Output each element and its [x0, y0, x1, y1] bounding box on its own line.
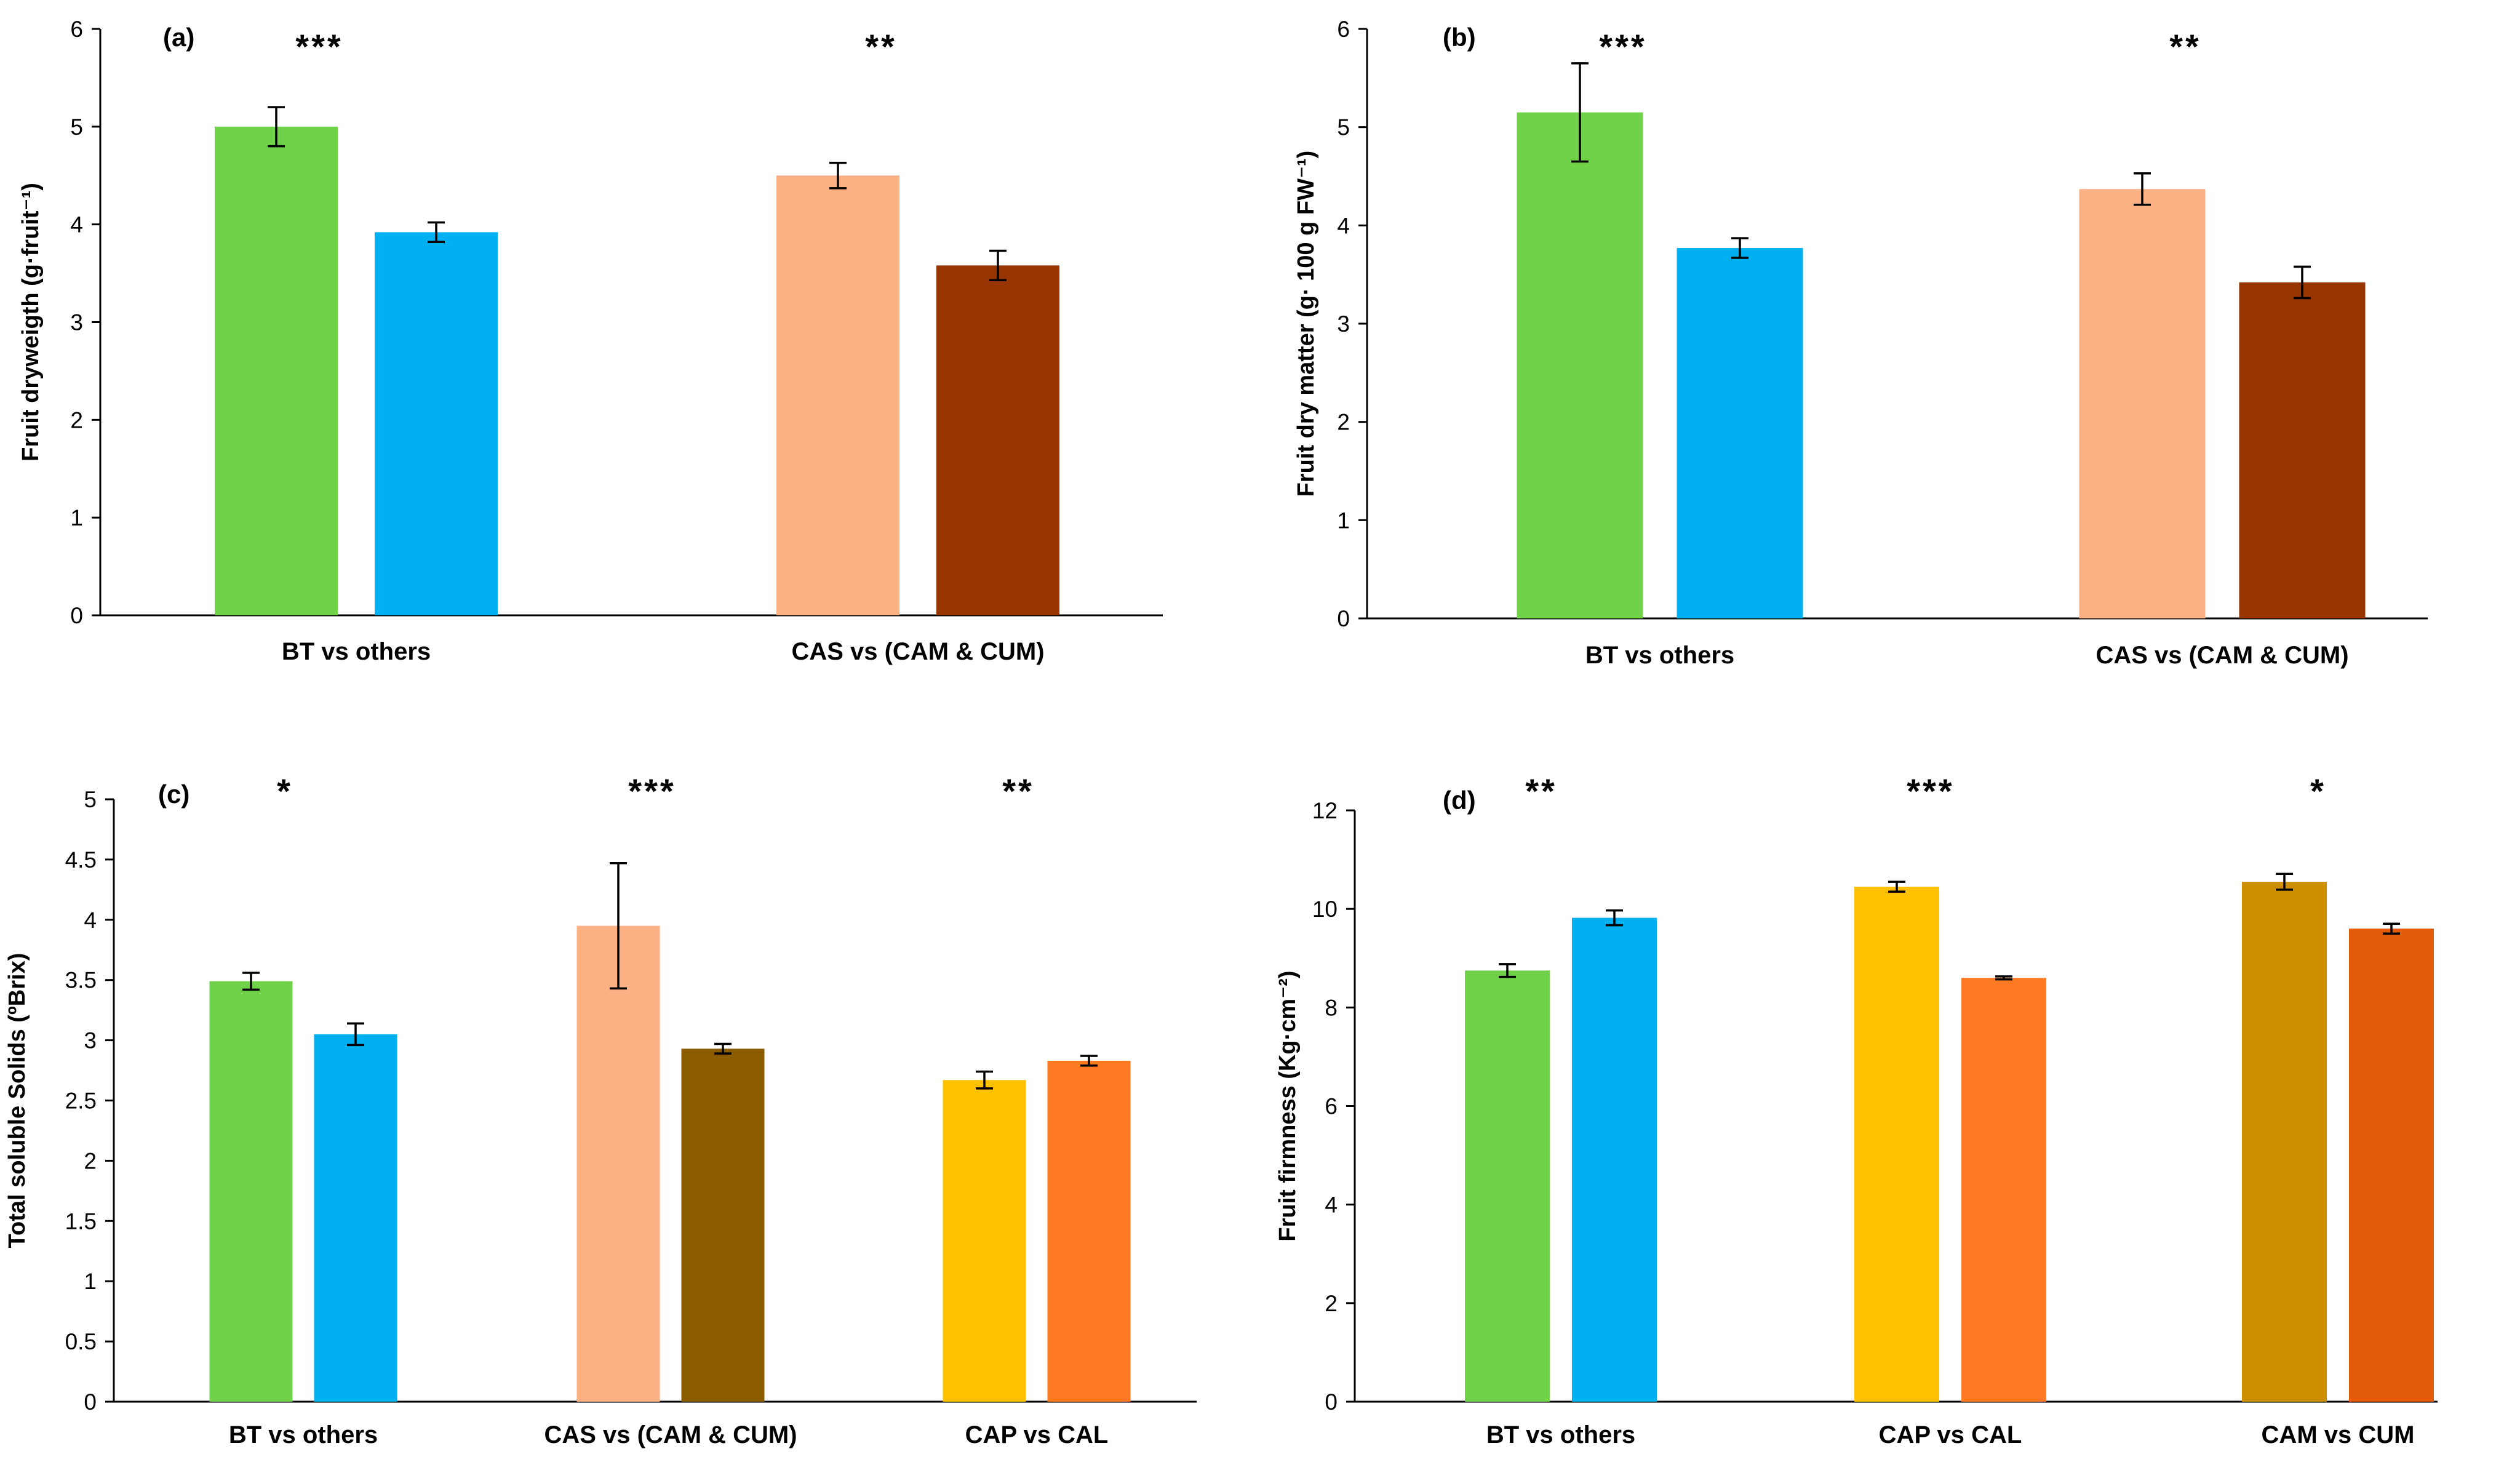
y-tick-label: 10	[1312, 897, 1338, 922]
bar	[2239, 282, 2366, 618]
bar	[314, 1034, 397, 1402]
x-category-label: BT vs others	[1585, 642, 1734, 669]
x-category-label: CAP vs CAL	[965, 1421, 1109, 1448]
panel-label: (b)	[1443, 23, 1476, 52]
bar	[209, 981, 293, 1402]
y-tick-label: 5	[84, 787, 97, 812]
x-category-label: BT vs others	[229, 1421, 378, 1448]
bar	[1517, 112, 1643, 618]
significance-label: **	[2169, 27, 2201, 66]
significance-label: ***	[1599, 27, 1646, 66]
y-tick-label: 1.5	[65, 1208, 97, 1234]
bar	[1961, 978, 2046, 1402]
y-tick-label: 3	[84, 1028, 97, 1053]
bar	[776, 175, 899, 615]
significance-label: ***	[295, 27, 343, 66]
bar	[943, 1080, 1026, 1402]
bar-group: ** CAS vs (CAM & CUM)	[2079, 27, 2366, 669]
bar-group: ** CAP vs CAL	[943, 772, 1131, 1448]
bar	[1854, 887, 1939, 1402]
y-tick-label: 0	[1325, 1389, 1338, 1415]
y-tick-label: 6	[70, 17, 83, 42]
significance-label: *	[2310, 772, 2326, 810]
y-tick-label: 4	[84, 908, 97, 933]
significance-label: **	[1525, 772, 1557, 810]
y-tick-label: 12	[1312, 798, 1338, 823]
significance-label: *	[277, 772, 293, 810]
significance-label: **	[1002, 772, 1034, 810]
bar	[2079, 189, 2206, 618]
bar	[375, 232, 498, 616]
panel-label: (d)	[1443, 786, 1476, 815]
bar-group: *** CAS vs (CAM & CUM)	[544, 772, 797, 1448]
bar	[681, 1049, 765, 1402]
chart-panel-d: 0 2 4 6 8 10 12 Fruit firmness (Kg·cm⁻²) (d) ** BT…	[1275, 772, 2438, 1448]
y-tick-label: 4.5	[65, 847, 97, 873]
chart-panel-b: 0 1 2 3 4 5 6 Fruit dry matter (g· 100 g FW⁻¹) (…	[1293, 17, 2428, 669]
x-category-label: BT vs others	[282, 638, 431, 665]
significance-label: **	[865, 27, 897, 66]
x-category-label: CAM vs CUM	[2262, 1421, 2415, 1448]
bar	[576, 925, 660, 1402]
bar	[1677, 248, 1803, 619]
y-tick-label: 8	[1325, 995, 1338, 1020]
significance-label: ***	[628, 772, 676, 810]
bar	[1572, 917, 1657, 1402]
bar-group: * CAM vs CUM	[2242, 772, 2434, 1448]
significance-label: ***	[1907, 772, 1954, 810]
y-tick-label: 1	[84, 1269, 97, 1294]
y-axis-title: Fruit dryweigth (g·fruit⁻¹)	[18, 183, 44, 461]
bar-group: *** BT vs others	[215, 27, 498, 665]
x-category-label: CAS vs (CAM & CUM)	[2095, 642, 2348, 669]
y-tick-label: 6	[1337, 17, 1350, 42]
bar-group: *** BT vs others	[1517, 27, 1803, 669]
y-tick-label: 4	[1325, 1192, 1338, 1218]
y-tick-label: 5	[1337, 115, 1350, 140]
y-tick-label: 1	[70, 505, 83, 530]
x-category-label: CAS vs (CAM & CUM)	[791, 638, 1044, 665]
y-tick-label: 3.5	[65, 968, 97, 993]
bar	[1465, 970, 1550, 1402]
y-axis-title: Fruit firmness (Kg·cm⁻²)	[1275, 970, 1301, 1241]
x-category-label: CAS vs (CAM & CUM)	[544, 1421, 797, 1448]
y-tick-label: 3	[70, 310, 83, 335]
y-tick-label: 4	[70, 212, 83, 238]
bar	[936, 265, 1059, 615]
y-axis-title: Total soluble Solids (ºBrix)	[4, 953, 30, 1248]
bar-group: ** CAS vs (CAM & CUM)	[776, 27, 1059, 665]
bar-group: ** BT vs others	[1465, 772, 1657, 1448]
y-tick-label: 4	[1337, 213, 1350, 238]
panel-label: (c)	[158, 780, 189, 809]
y-tick-label: 0	[70, 603, 83, 628]
y-tick-label: 2	[70, 407, 83, 433]
y-tick-label: 0	[84, 1389, 97, 1415]
bar	[1047, 1060, 1131, 1402]
y-tick-label: 2.5	[65, 1089, 97, 1114]
y-tick-label: 2	[84, 1148, 97, 1173]
y-tick-label: 2	[1325, 1291, 1338, 1316]
y-tick-label: 6	[1325, 1094, 1338, 1119]
x-category-label: BT vs others	[1486, 1421, 1635, 1448]
chart-panel-c: 0 0.5 1 1.5 2 2.5 3 3.5 4 4.5 5 Total soluble Solid…	[4, 772, 1197, 1448]
panel-label: (a)	[163, 23, 194, 52]
y-tick-label: 1	[1337, 508, 1350, 533]
y-tick-label: 2	[1337, 410, 1350, 435]
y-axis-title: Fruit dry matter (g· 100 g FW⁻¹)	[1293, 151, 1319, 497]
x-category-label: CAP vs CAL	[1879, 1421, 2022, 1448]
bar	[215, 126, 338, 616]
y-tick-label: 0	[1337, 606, 1350, 631]
bar-group: * BT vs others	[209, 772, 397, 1448]
y-tick-label: 0.5	[65, 1329, 97, 1354]
y-tick-label: 3	[1337, 311, 1350, 337]
y-tick-label: 5	[70, 114, 83, 140]
bar-group: *** CAP vs CAL	[1854, 772, 2046, 1448]
bar	[2242, 882, 2327, 1402]
bar	[2349, 929, 2434, 1402]
